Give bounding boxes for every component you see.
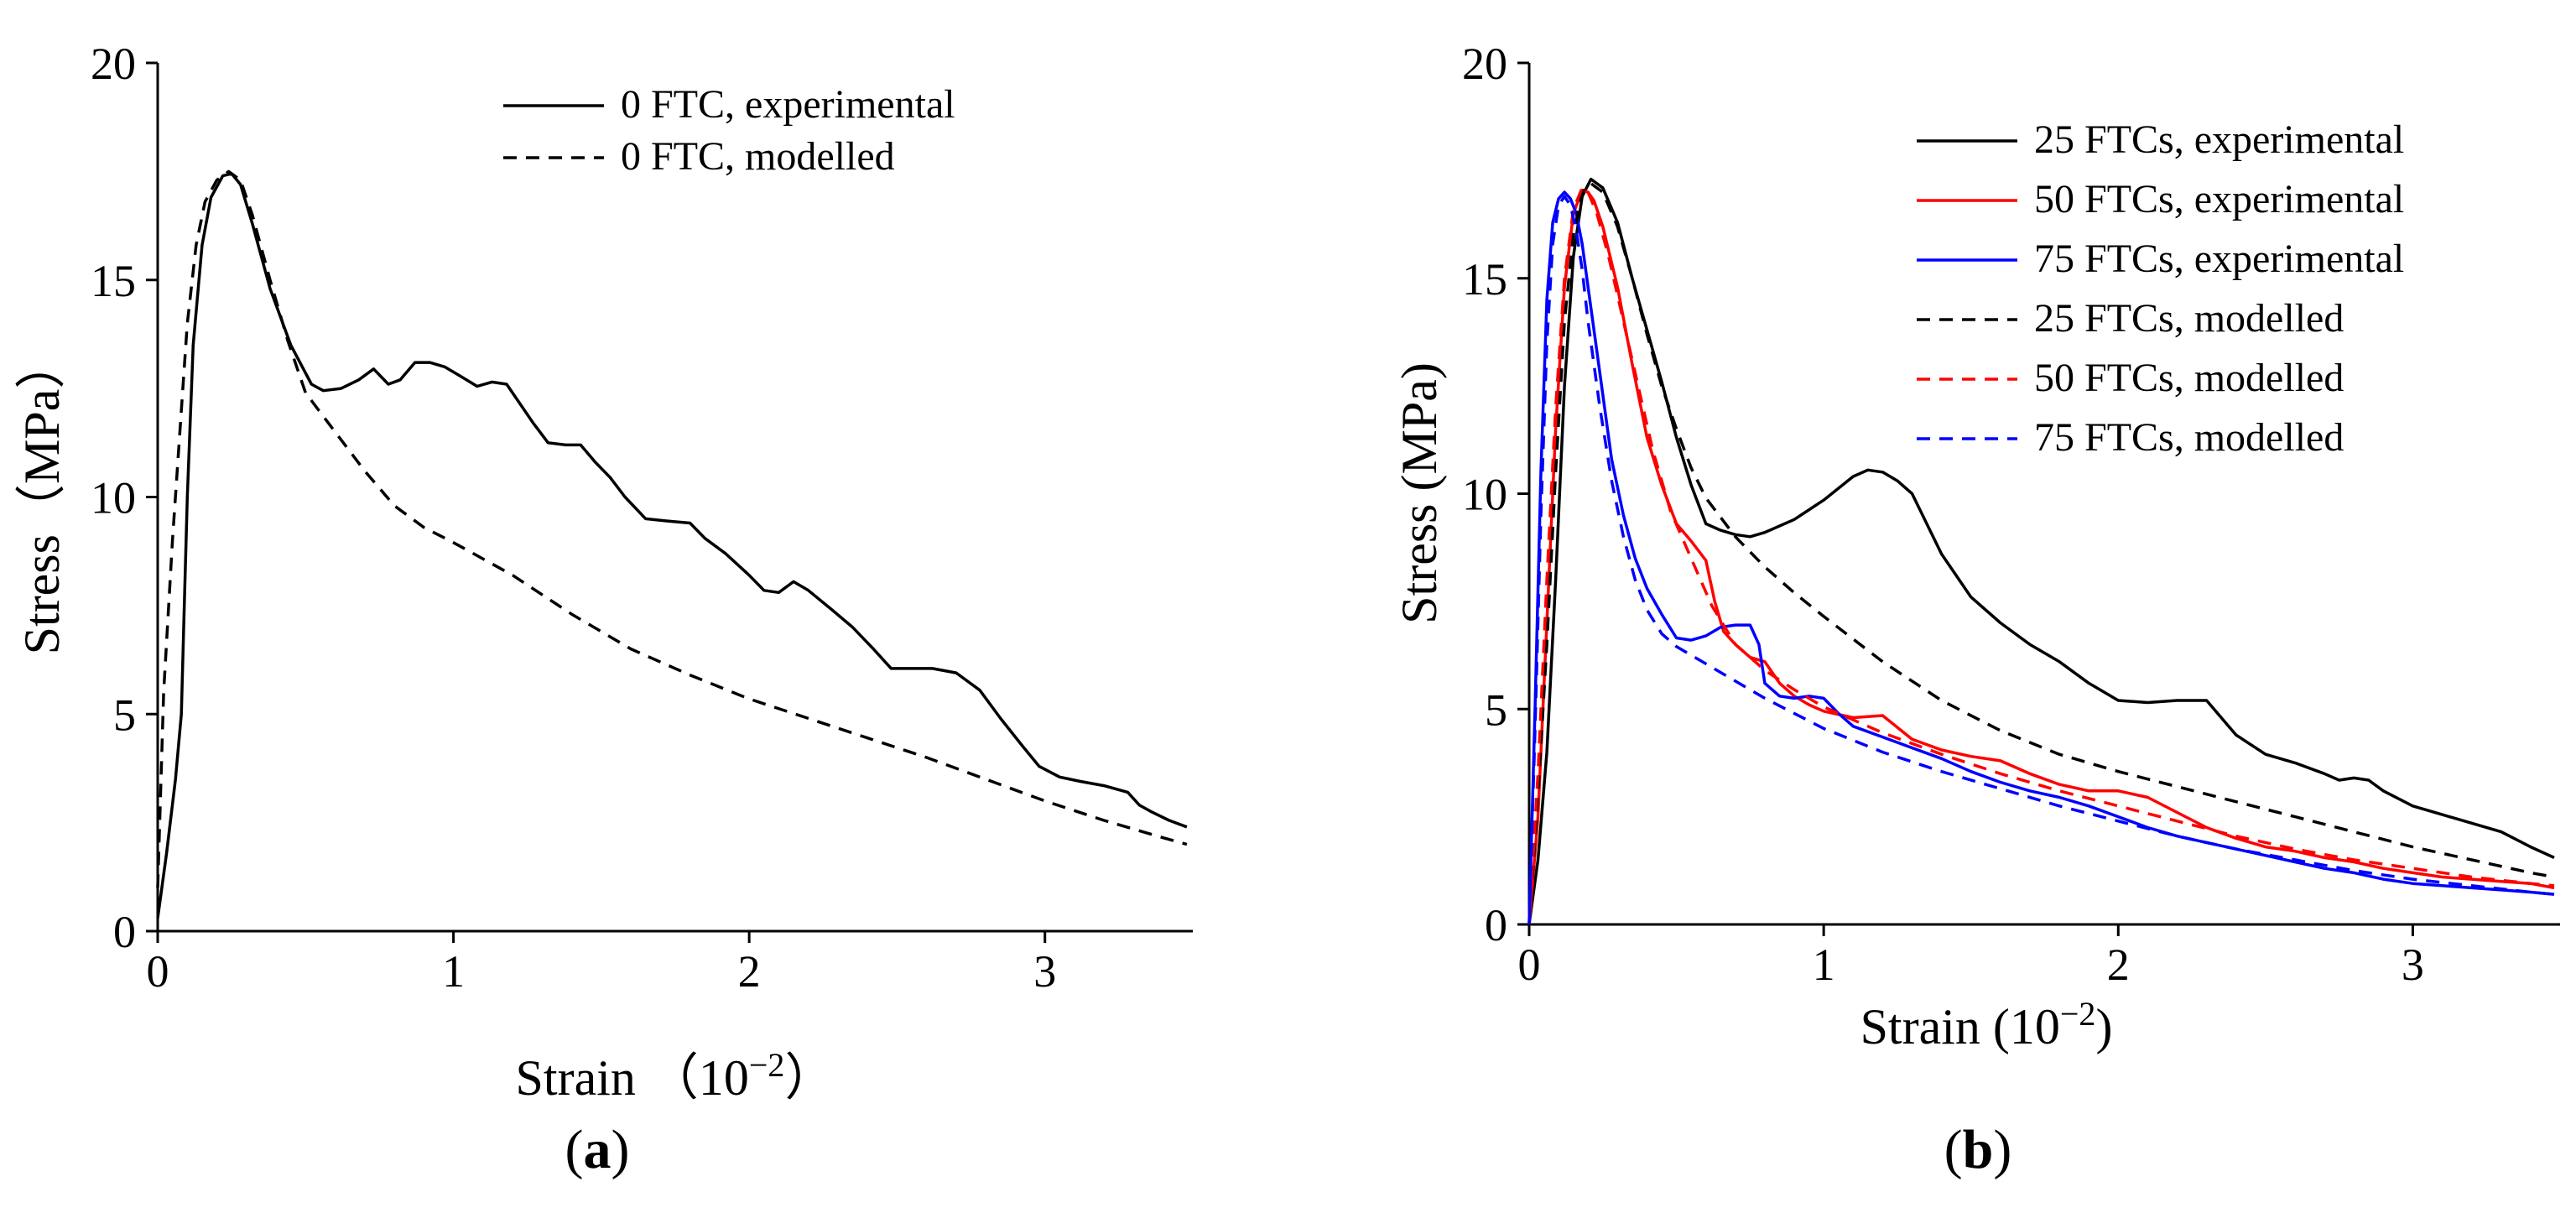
panel-a-x-axis-title-exponent: −2 xyxy=(749,1046,785,1084)
panel-b-legend-label-6: 75 FTCs, modelled xyxy=(2034,415,2344,460)
panel-b-x-tick-label-3: 3 xyxy=(2402,940,2424,990)
panel-b-legend-label-2: 50 FTCs, experimental xyxy=(2034,177,2404,221)
panel-b-y-tick-label-0: 0 xyxy=(1485,900,1507,950)
panel-b-series-line-3 xyxy=(1527,190,2555,925)
panel-a-label-open: ( xyxy=(565,1119,584,1180)
panel-a-x-axis-title-main: Strain （10 xyxy=(516,1050,749,1106)
panel-b-y-axis-title: Stress (MPa) xyxy=(1392,362,1447,624)
panel-a-legend-label-1: 0 FTC, experimental xyxy=(621,82,955,127)
panel-a-x-tick-label-2: 2 xyxy=(738,946,761,997)
panel-b-x-axis-title: Strain (10−2) xyxy=(1860,995,2113,1055)
panel-a-x-tick-label-0: 0 xyxy=(147,946,169,997)
panel-b-x-tick-label-2: 2 xyxy=(2107,940,2130,990)
panel-b-x-tick-label-1: 1 xyxy=(1813,940,1835,990)
panel-a-series-line-2 xyxy=(156,169,1188,888)
panel-b-y-tick-label-10: 10 xyxy=(1462,470,1507,520)
panel-b-x-tick-label-0: 0 xyxy=(1518,940,1541,990)
panel-a-axes xyxy=(156,63,1193,933)
panel-a-plot-area xyxy=(156,169,1188,919)
panel-b-series-line-4 xyxy=(1527,182,2555,925)
panel-a-label-letter: a xyxy=(584,1119,611,1180)
panel-a-legend-label-2: 0 FTC, modelled xyxy=(621,134,895,179)
panel-a-y-tick-label-15: 15 xyxy=(91,256,136,306)
panel-b-ticks: 0 1 2 3 0 5 10 15 20 xyxy=(1462,39,2424,990)
panel-b-label-open: ( xyxy=(1944,1119,1963,1180)
panel-b-legend: 25 FTCs, experimental 50 FTCs, experiment… xyxy=(1917,117,2404,460)
panel-a-ticks: 0 1 2 3 0 5 10 15 20 xyxy=(91,39,1056,997)
panel-b-legend-label-4: 25 FTCs, modelled xyxy=(2034,296,2344,341)
panel-a-x-axis-title: Strain （10−2） xyxy=(516,1046,835,1106)
panel-b-series-line-5 xyxy=(1527,186,2555,925)
panel-a-label: (a) xyxy=(565,1119,630,1180)
panel-a-label-close: ) xyxy=(611,1119,630,1180)
panel-a-y-tick-label-5: 5 xyxy=(113,690,136,740)
panel-b-label: (b) xyxy=(1944,1119,2012,1180)
panel-a-x-tick-label-1: 1 xyxy=(442,946,465,997)
panel-a-series-line-1 xyxy=(156,172,1188,919)
panel-a: 0 1 2 3 0 5 10 15 20 Stress（MPa） Strain （10−2） 0… xyxy=(14,39,1193,1180)
panel-b-y-tick-label-15: 15 xyxy=(1462,254,1507,305)
panel-a-x-axis-title-close: ） xyxy=(784,1050,835,1106)
panel-a-x-tick-label-3: 3 xyxy=(1033,946,1056,997)
panel-b-plot-area xyxy=(1527,177,2555,925)
panel-b-series-line-2 xyxy=(1527,188,2555,925)
panel-b-legend-label-1: 25 FTCs, experimental xyxy=(2034,117,2404,162)
panel-b-legend-label-3: 75 FTCs, experimental xyxy=(2034,237,2404,281)
panel-b-legend-label-5: 50 FTCs, modelled xyxy=(2034,356,2344,400)
panel-a-legend: 0 FTC, experimental 0 FTC, modelled xyxy=(503,82,955,179)
panel-a-y-tick-label-10: 10 xyxy=(91,473,136,523)
panel-b-x-axis-title-close: ) xyxy=(2095,999,2112,1054)
panel-a-y-axis-title: Stress（MPa） xyxy=(14,339,70,655)
panel-b-x-axis-title-exponent: −2 xyxy=(2060,995,2096,1033)
panel-b-series-line-6 xyxy=(1527,195,2555,925)
panel-b-y-tick-label-5: 5 xyxy=(1485,685,1507,735)
panel-b-series-line-1 xyxy=(1527,177,2555,925)
panel-a-y-tick-label-20: 20 xyxy=(91,39,136,89)
panel-b-label-letter: b xyxy=(1963,1119,1994,1180)
panel-a-y-tick-label-0: 0 xyxy=(113,907,136,957)
panel-b-x-axis-title-main: Strain (10 xyxy=(1860,999,2060,1054)
panel-b-label-close: ) xyxy=(1993,1119,2011,1180)
panel-b-y-tick-label-20: 20 xyxy=(1462,39,1507,89)
